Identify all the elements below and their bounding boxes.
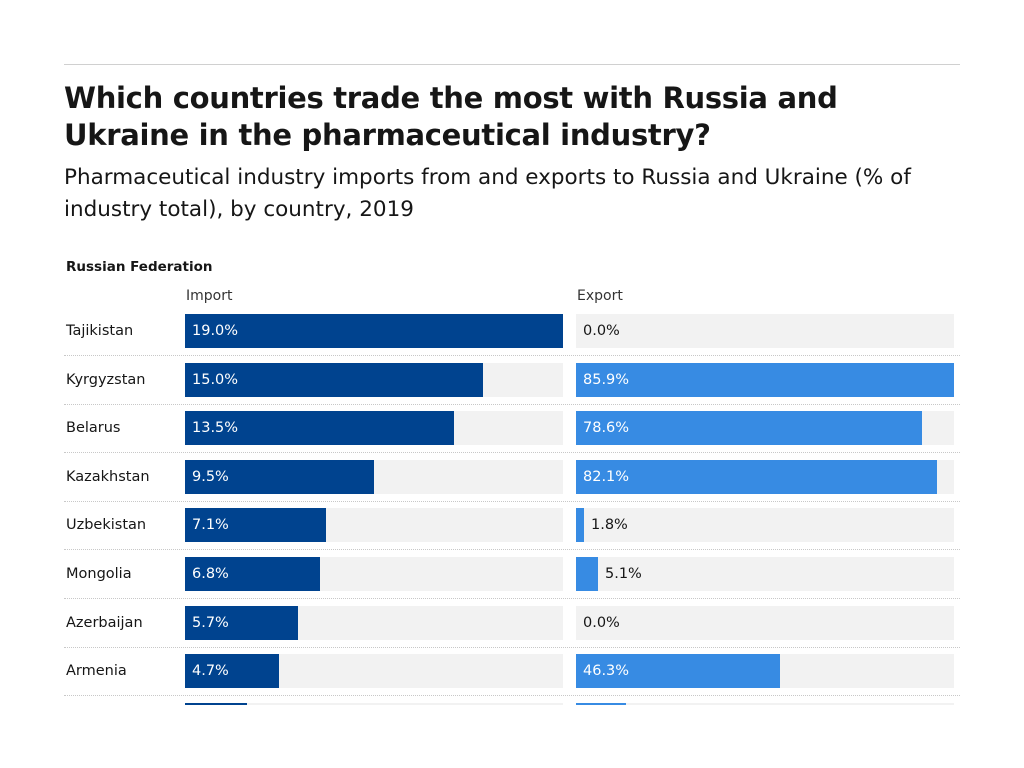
- row-separator: [64, 695, 960, 697]
- table-row: Belarus 13.5% 78.6%: [64, 411, 960, 459]
- import-bar: [185, 362, 483, 397]
- export-track: 46.3%: [576, 654, 954, 689]
- import-bar: [185, 605, 298, 640]
- export-track: 1.8%: [576, 508, 954, 543]
- import-track: 4.7%: [185, 654, 563, 689]
- import-track: 9.5%: [185, 459, 563, 494]
- import-track: 6.8%: [185, 557, 563, 591]
- import-bar: [185, 508, 326, 543]
- export-value-label: 5.1%: [605, 566, 642, 582]
- table-row: Mongolia 6.8% 5.1%: [64, 557, 960, 605]
- export-value-label: 78.6%: [583, 420, 630, 437]
- import-column-header: Import: [186, 288, 233, 304]
- import-value-label: 4.7%: [192, 663, 229, 680]
- country-label: Kyrgyzstan: [66, 371, 146, 388]
- import-value-label: 5.7%: [192, 614, 229, 631]
- import-value-label: 19.0%: [192, 323, 239, 339]
- import-value-label: 13.5%: [192, 420, 239, 437]
- import-bar: [185, 411, 454, 446]
- export-bar: [576, 557, 598, 591]
- export-bar: [576, 702, 626, 705]
- import-value-label: 15.0%: [192, 371, 239, 388]
- export-track: 82.1%: [576, 459, 954, 494]
- row-separator: [64, 500, 960, 502]
- table-row: Armenia 4.7% 46.3%: [64, 654, 960, 702]
- export-bar: [576, 411, 922, 446]
- chart-rows: Tajikistan 19.0% 0.0% Kyrgyzstan 15.0% 85.9% B…: [64, 314, 960, 705]
- country-label: Kazakhstan: [66, 468, 150, 485]
- import-value-label: 9.5%: [192, 468, 229, 485]
- export-track: 85.9%: [576, 362, 954, 397]
- country-label: Belarus: [66, 420, 121, 437]
- table-row: Kazakhstan 9.5% 82.1%: [64, 459, 960, 508]
- export-bar: [576, 459, 937, 494]
- country-label: Mongolia: [66, 566, 132, 582]
- export-bar: [576, 362, 954, 397]
- import-bar: [185, 702, 247, 705]
- row-separator: [64, 452, 960, 454]
- import-track: [185, 702, 563, 705]
- table-row: Azerbaijan 5.7% 0.0%: [64, 605, 960, 654]
- import-track: 15.0%: [185, 362, 563, 397]
- import-track: 13.5%: [185, 411, 563, 446]
- export-column-header: Export: [577, 288, 623, 304]
- import-bar: [185, 654, 279, 689]
- import-bar: [185, 314, 563, 348]
- export-value-label: 0.0%: [583, 614, 620, 631]
- import-value-label: 7.1%: [192, 517, 229, 534]
- table-row: Tajikistan 19.0% 0.0%: [64, 314, 960, 362]
- chart-subtitle: Pharmaceutical industry imports from and…: [64, 165, 911, 222]
- export-value-label: 85.9%: [583, 371, 630, 388]
- table-row: [64, 702, 960, 705]
- country-label: Tajikistan: [66, 323, 134, 339]
- row-separator: [64, 403, 960, 405]
- country-label: Uzbekistan: [66, 517, 147, 534]
- import-bar: [185, 557, 320, 591]
- country-label: Armenia: [66, 663, 127, 680]
- export-track: [576, 702, 954, 705]
- import-bar: [185, 459, 374, 494]
- export-value-label: 82.1%: [583, 468, 630, 485]
- export-bar: [576, 654, 780, 689]
- export-track: 5.1%: [576, 557, 954, 591]
- row-separator: [64, 355, 960, 356]
- import-track: 7.1%: [185, 508, 563, 543]
- export-track: 0.0%: [576, 605, 954, 640]
- chart-title: Which countries trade the most with Russ…: [64, 81, 838, 152]
- table-row: Uzbekistan 7.1% 1.8%: [64, 508, 960, 556]
- top-rule: [64, 64, 960, 65]
- export-value-label: 46.3%: [583, 663, 630, 680]
- export-track: 0.0%: [576, 314, 954, 348]
- export-value-label: 0.0%: [583, 323, 620, 339]
- row-separator: [64, 549, 960, 551]
- import-track: 5.7%: [185, 605, 563, 640]
- import-track: 19.0%: [185, 314, 563, 348]
- export-bar: [576, 508, 584, 543]
- export-track: 78.6%: [576, 411, 954, 446]
- country-label: Azerbaijan: [66, 614, 143, 631]
- row-separator: [64, 598, 960, 599]
- row-separator: [64, 646, 960, 648]
- export-value-label: 1.8%: [591, 517, 628, 534]
- group-label: Russian Federation: [66, 259, 213, 275]
- import-value-label: 6.8%: [192, 566, 229, 582]
- table-row: Kyrgyzstan 15.0% 85.9%: [64, 362, 960, 411]
